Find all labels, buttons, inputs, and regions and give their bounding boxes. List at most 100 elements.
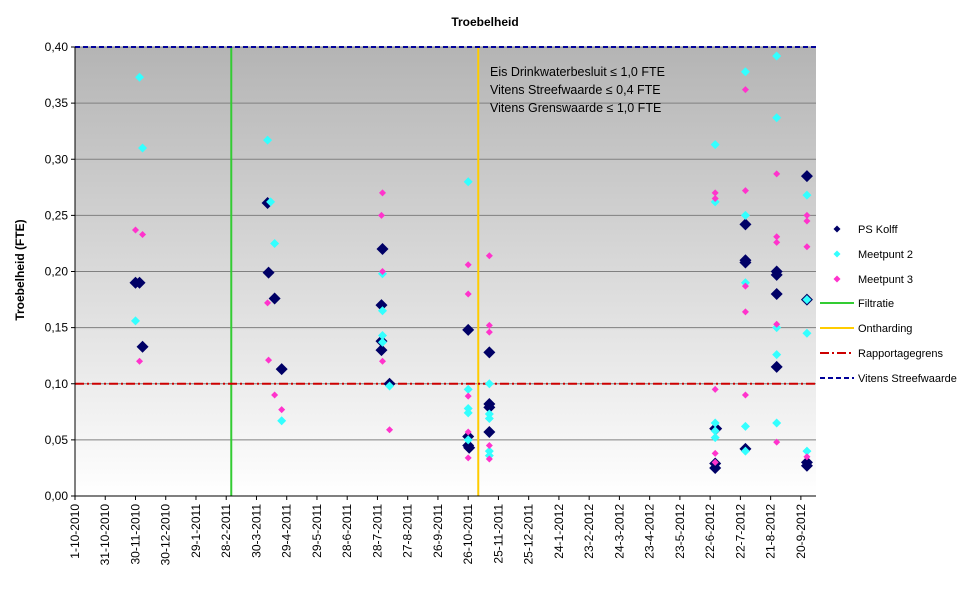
data-point (773, 170, 781, 178)
data-point (464, 428, 472, 436)
x-tick-label: 22-7-2012 (733, 504, 747, 559)
data-point (484, 379, 494, 389)
data-point (277, 416, 287, 426)
data-point (485, 321, 493, 329)
data-point (463, 435, 473, 445)
y-tick-label: 0,35 (45, 96, 69, 110)
data-point (709, 461, 722, 474)
data-point (773, 438, 781, 446)
x-tick-label: 24-3-2012 (612, 504, 626, 559)
data-point (135, 72, 145, 82)
data-point (378, 357, 386, 365)
x-tick-label: 28-2-2011 (219, 504, 233, 558)
data-point (464, 454, 472, 462)
data-point (741, 308, 749, 316)
data-point (803, 453, 811, 461)
data-point (278, 406, 286, 414)
data-point (803, 243, 811, 251)
data-point (485, 328, 493, 336)
y-tick-label: 0,00 (45, 489, 69, 503)
data-point (463, 441, 476, 454)
legend-marker (833, 225, 841, 233)
data-point (741, 187, 749, 195)
data-point (130, 316, 140, 326)
legend-label: Meetpunt 2 (858, 249, 913, 261)
x-tick-label: 23-5-2012 (673, 504, 687, 559)
data-point (463, 408, 473, 418)
data-point (740, 67, 750, 77)
x-tick-label: 29-1-2011 (189, 504, 203, 558)
data-point (711, 189, 719, 197)
data-point (740, 210, 750, 220)
data-point (483, 346, 496, 359)
x-tick-label: 29-4-2011 (280, 504, 294, 558)
reference-lines (75, 46, 816, 496)
data-point (133, 276, 146, 289)
data-point (377, 330, 387, 340)
data-point (739, 256, 752, 269)
data-point (773, 320, 781, 328)
y-tick-label: 0,40 (45, 40, 69, 54)
data-point (271, 391, 279, 399)
data-point (802, 295, 812, 305)
data-point (710, 418, 720, 428)
y-tick-label: 0,30 (45, 152, 69, 166)
legend-label: Meetpunt 3 (858, 274, 913, 286)
data-point (772, 418, 782, 428)
data-point (770, 268, 783, 281)
data-point (739, 218, 752, 231)
data-point (265, 356, 273, 364)
data-point (375, 344, 388, 357)
y-tick-label: 0,15 (45, 321, 69, 335)
data-point (710, 433, 720, 443)
data-point (377, 337, 387, 347)
y-tick-label: 0,05 (45, 433, 69, 447)
data-point (802, 190, 812, 200)
data-point (377, 211, 385, 219)
x-tick-label: 26-9-2011 (431, 504, 445, 558)
x-tick-label: 29-5-2011 (310, 504, 324, 558)
x-tick-label: 23-4-2012 (643, 504, 657, 559)
x-tick-label: 27-8-2011 (401, 504, 415, 558)
data-point (772, 51, 782, 61)
x-tick-label: 28-6-2011 (340, 504, 354, 558)
data-point (711, 385, 719, 393)
data-points (129, 51, 813, 474)
x-tick-label: 25-12-2011 (522, 504, 536, 565)
data-point (802, 446, 812, 456)
x-tick-label: 21-8-2012 (764, 504, 778, 559)
axes: 0,00 0,05 0,10 0,15 0,20 0,25 0,30 0,35 0,40 1-10… (45, 40, 816, 565)
x-tick-label: 28-7-2011 (370, 504, 384, 558)
data-point (264, 299, 272, 307)
data-point (772, 350, 782, 360)
y-tick-label: 0,20 (45, 265, 69, 279)
y-tick-label: 0,10 (45, 377, 69, 391)
x-tick-label: 24-1-2012 (552, 504, 566, 559)
legend-label: Vitens Streefwaarde (858, 373, 957, 385)
data-point (740, 446, 750, 456)
data-point (800, 170, 813, 183)
annotation-text: Eis Drinkwaterbesluit ≤ 1,0 FTE (490, 65, 665, 79)
data-point (378, 189, 386, 197)
x-tick-label: 25-11-2011 (491, 504, 505, 564)
legend-marker (833, 250, 841, 258)
data-point (263, 135, 273, 145)
data-point (378, 268, 386, 275)
data-point (485, 455, 493, 463)
data-point (375, 299, 388, 312)
data-point (740, 421, 750, 431)
legend: PS Kolff Meetpunt 2 Meetpunt 3 Filtratie Ont… (820, 224, 957, 385)
legend-label: PS Kolff (858, 224, 898, 236)
data-point (772, 113, 782, 123)
legend-marker (833, 275, 841, 283)
data-point (483, 401, 496, 414)
data-point (485, 252, 493, 260)
data-point (773, 233, 781, 241)
data-point (800, 459, 813, 472)
data-point (711, 458, 719, 466)
annotation-text: Vitens Streefwaarde ≤ 0,4 FTE (490, 83, 661, 97)
data-point (741, 86, 749, 94)
y-tick-label: 0,25 (45, 208, 69, 222)
data-point (483, 426, 496, 439)
